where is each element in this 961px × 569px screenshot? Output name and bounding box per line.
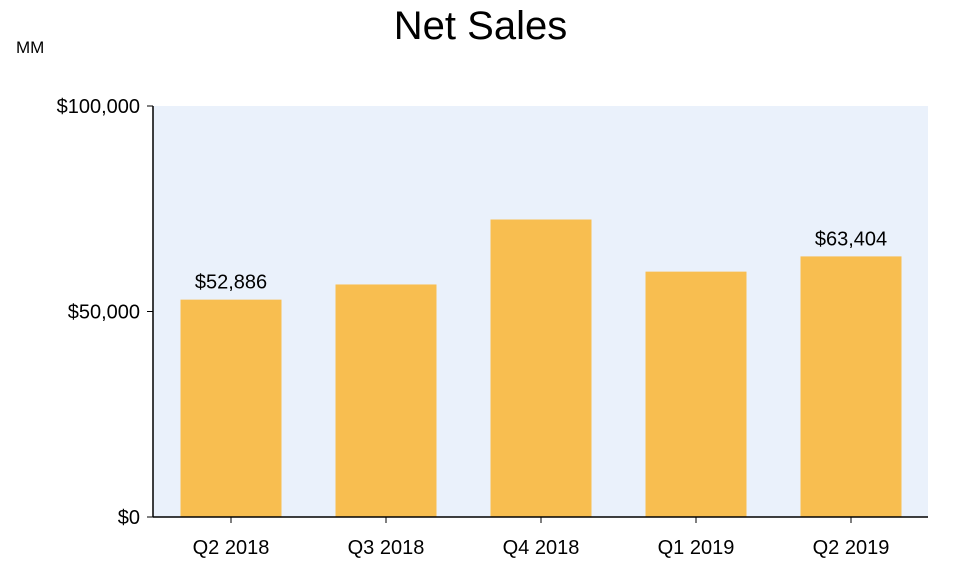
y-tick-label: $0 — [118, 507, 140, 529]
bar — [490, 219, 592, 518]
bar — [335, 284, 437, 517]
bar — [645, 271, 747, 517]
x-tick-label: Q1 2019 — [658, 537, 735, 559]
bar — [180, 299, 282, 517]
y-unit-label: MM — [16, 38, 45, 57]
x-tick-label: Q4 2018 — [503, 537, 580, 559]
chart-title: Net Sales — [393, 4, 568, 48]
data-label: $52,886 — [195, 272, 267, 294]
y-tick-label: $100,000 — [57, 96, 140, 118]
x-tick-label: Q2 2018 — [193, 537, 270, 559]
y-tick-label: $50,000 — [68, 302, 140, 324]
bar — [800, 256, 902, 517]
x-tick-label: Q3 2018 — [348, 537, 425, 559]
x-tick-label: Q2 2019 — [813, 537, 890, 559]
data-label: $63,404 — [815, 228, 887, 250]
